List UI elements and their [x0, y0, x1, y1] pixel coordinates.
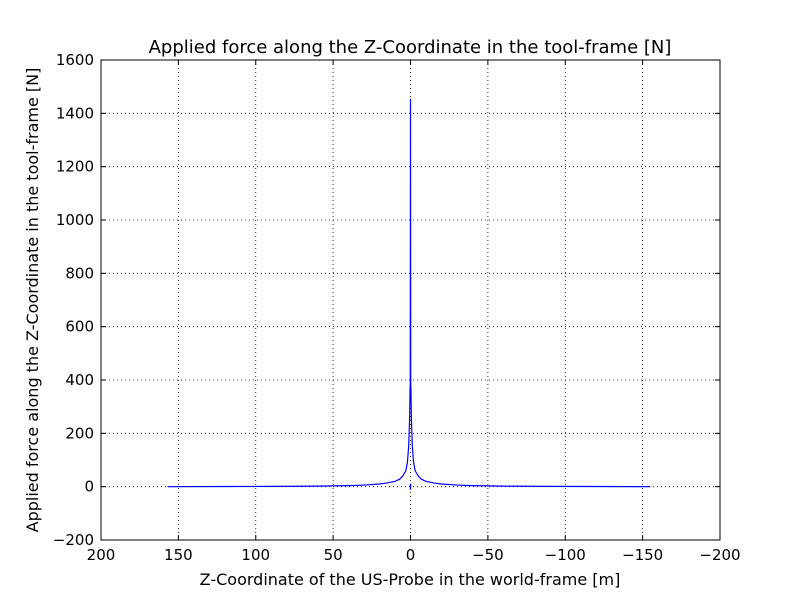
x-tick-label: 150	[164, 546, 193, 564]
x-tick-label: 200	[87, 546, 116, 564]
y-tick-label: −200	[53, 531, 94, 549]
y-tick-label: 1200	[56, 158, 94, 176]
x-tick-label: 0	[406, 546, 416, 564]
y-tick-label: 1000	[56, 211, 94, 229]
y-tick-label: 600	[65, 318, 94, 336]
chart-title: Applied force along the Z-Coordinate in …	[149, 37, 672, 58]
y-tick-label: 0	[84, 478, 94, 496]
x-axis-label: Z-Coordinate of the US-Probe in the worl…	[200, 570, 621, 589]
y-tick-label: 800	[65, 264, 94, 282]
ticks: 200 150 100 50 0 −50 −100 −150 −200 −200 0 200 400 60…	[53, 51, 741, 564]
x-tick-label: −50	[472, 546, 504, 564]
y-axis-label: Applied force along the Z-Coordinate in …	[23, 68, 42, 533]
y-tick-label: 200	[65, 424, 94, 442]
series-line	[167, 98, 651, 488]
x-tick-label: −100	[545, 546, 586, 564]
x-tick-label: 100	[241, 546, 270, 564]
y-tick-label: 400	[65, 371, 94, 389]
x-tick-label: −150	[622, 546, 663, 564]
series-layer	[167, 98, 651, 490]
y-tick-label: 1400	[56, 104, 94, 122]
y-tick-label: 1600	[56, 51, 94, 69]
x-tick-label: −200	[699, 546, 740, 564]
x-tick-label: 50	[324, 546, 343, 564]
